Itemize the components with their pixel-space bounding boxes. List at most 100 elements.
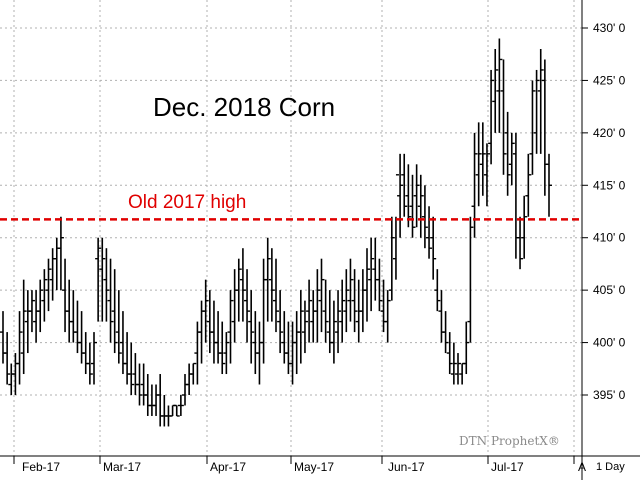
ohlc-bar [99, 237, 106, 322]
x-tick-label: Jun-17 [388, 460, 425, 474]
ohlc-bar [450, 342, 457, 385]
ohlc-bar [504, 111, 511, 196]
y-tick-label: 395' 0 [593, 388, 626, 402]
ohlc-bar [446, 332, 453, 375]
ohlc-bar [173, 404, 180, 417]
ohlc-bar [277, 290, 284, 354]
ohlc-bar [376, 258, 383, 312]
ohlc-bar [177, 395, 184, 416]
gridlines [0, 0, 582, 456]
ohlc-bar [488, 69, 495, 165]
ohlc-bar [426, 206, 433, 259]
ohlc-bar [107, 258, 114, 343]
ohlc-bar [136, 363, 143, 406]
ohlc-bar [37, 279, 44, 333]
ohlc-bar [111, 269, 118, 354]
ohlc-bar [314, 269, 321, 343]
ohlc-bar [91, 332, 97, 385]
y-tick-label: 400' 0 [593, 336, 626, 350]
x-tick-label: A [578, 460, 586, 474]
ohlc-bar [405, 164, 412, 228]
ohlc-bar [475, 122, 482, 207]
ohlc-bar [413, 164, 420, 228]
ohlc-bar [397, 153, 404, 238]
ohlc-bar [533, 69, 540, 154]
x-axis: Feb-17 Mar-17 Apr-17 May-17 Jun-17 Jul-17 A [13, 456, 586, 474]
x-tick-label: Feb-17 [22, 460, 60, 474]
ohlc-bar [103, 248, 110, 322]
x-tick-label: May-17 [294, 460, 334, 474]
ohlc-bar [388, 216, 395, 301]
x-tick-label: Jul-17 [491, 460, 524, 474]
ohlc-bar [483, 143, 490, 207]
ohlc-bar [335, 290, 342, 354]
ohlc-bar [421, 185, 428, 249]
y-tick-label: 425' 0 [593, 73, 626, 87]
ohlc-bar [434, 269, 441, 312]
ohlc-bar [392, 174, 399, 280]
ohlc-bar [537, 48, 544, 154]
ohlc-bar [190, 362, 197, 385]
ohlc-bar [219, 321, 226, 375]
y-axis: 395' 0 400' 0 405' 0 410' 0 415' 0 420' 0 425'… [582, 21, 626, 402]
ohlc-bar [525, 153, 532, 217]
ohlc-bar [479, 122, 486, 196]
chart-title: Dec. 2018 Corn [153, 92, 335, 122]
ohlc-bar [343, 269, 350, 333]
ohlc-bar [546, 153, 552, 217]
ohlc-bar [364, 248, 370, 322]
ohlc-bar [301, 300, 308, 354]
ohlc-bar [517, 216, 524, 270]
ohlc-bar [409, 174, 416, 238]
ohlc-bar [508, 132, 515, 186]
y-tick-label: 430' 0 [593, 21, 626, 35]
y-tick-label: 420' 0 [593, 126, 626, 140]
ohlc-bar [417, 174, 424, 238]
ohlc-bar [264, 237, 271, 322]
ohlc-bar [442, 311, 449, 354]
ohlc-bar [384, 290, 391, 343]
watermark: DTN ProphetX® [459, 434, 560, 448]
ohlc-bar [401, 153, 408, 217]
ohlc-bar [330, 300, 337, 364]
ohlc-bar [306, 279, 313, 343]
period-label[interactable]: 1 Day [596, 461, 625, 473]
ohlc-bar [368, 237, 375, 312]
ohlc-bar [297, 290, 304, 364]
x-tick-label: Apr-17 [210, 460, 246, 474]
ohlc-bar [339, 279, 346, 343]
price-bars [0, 38, 552, 427]
ohlc-bar [347, 258, 354, 322]
ohlc-bar [322, 279, 329, 343]
ohlc-bar [235, 258, 242, 322]
ohlc-bar [57, 216, 64, 291]
y-tick-label: 410' 0 [593, 231, 626, 245]
ohlc-bar [496, 38, 503, 133]
ohlc-bar [86, 342, 93, 385]
ohlc-bar [227, 290, 234, 364]
ohlc-bar [430, 216, 437, 280]
ohlc-bar [45, 258, 52, 312]
ohlc-bar [529, 80, 536, 175]
ohlc-bar [463, 321, 470, 375]
ohlc-bar [239, 248, 246, 322]
x-tick-label: Mar-17 [103, 460, 141, 474]
ohlc-bar [268, 248, 275, 322]
ohlc-bar [351, 269, 358, 333]
old-2017-high-label: Old 2017 high [128, 192, 246, 213]
ohlc-bar [20, 279, 27, 375]
y-tick-label: 415' 0 [593, 178, 626, 192]
ohlc-bar [28, 290, 35, 333]
ohlc-bar [4, 332, 11, 385]
y-tick-label: 405' 0 [593, 283, 626, 297]
ohlc-bar [223, 332, 230, 375]
ohlc-bar [467, 216, 474, 343]
ohlc-bar [492, 48, 499, 133]
ohlc-bar [273, 258, 279, 333]
ohlc-bar [95, 237, 102, 322]
ohlc-bar [318, 258, 325, 333]
ohlc-bar [16, 311, 23, 385]
ohlc-bar [128, 342, 135, 395]
ohlc-bar [500, 59, 507, 175]
